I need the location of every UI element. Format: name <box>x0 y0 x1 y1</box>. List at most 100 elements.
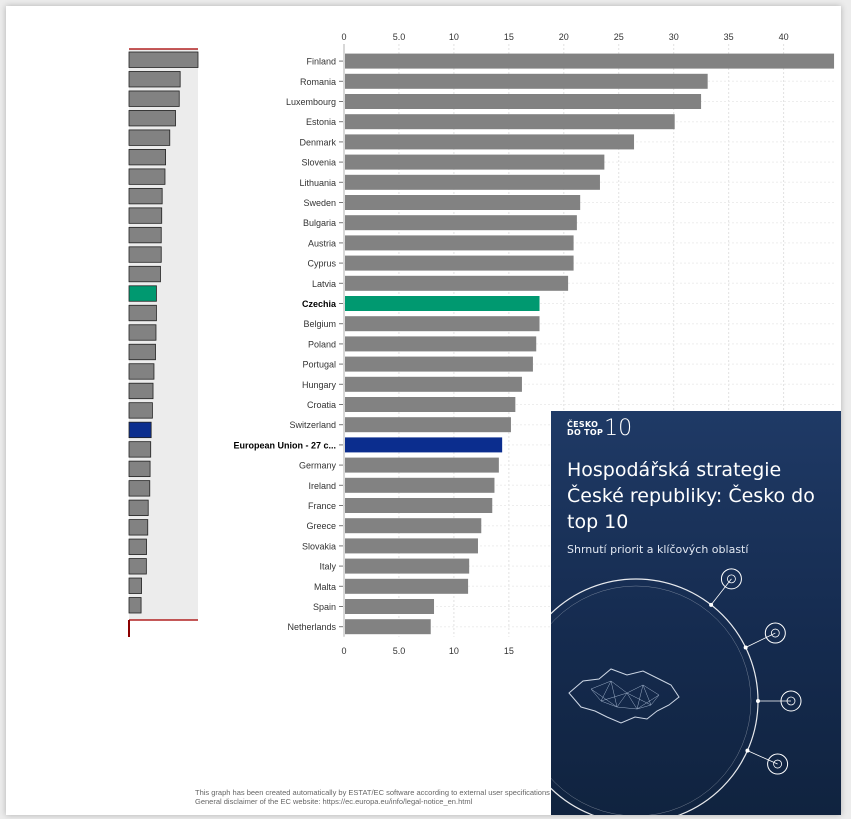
category-label: Ireland <box>308 481 336 491</box>
bar-belgium <box>345 316 540 332</box>
bar-greece <box>345 518 482 534</box>
overview-bar <box>128 265 161 283</box>
category-label: Romania <box>300 77 336 87</box>
bar-ireland <box>345 477 495 493</box>
strategy-cover-overlay[interactable]: ČESKO DO TOP 10 Hospodářská strategie Če… <box>551 411 841 815</box>
map-network-line <box>636 704 652 710</box>
bar-slovenia <box>345 154 605 170</box>
category-label: Malta <box>314 582 336 592</box>
overview-bar <box>128 129 171 146</box>
map-network-line <box>642 684 660 696</box>
overview-bar <box>128 577 142 594</box>
map-network-line <box>600 680 612 702</box>
bar-spain <box>345 599 435 614</box>
map-network-line <box>610 680 618 708</box>
bar-italy <box>345 558 470 574</box>
bar-hungary <box>345 376 522 392</box>
bar-netherlands <box>345 619 431 635</box>
bar-switzerland <box>345 417 511 433</box>
category-label: France <box>308 501 336 511</box>
category-label: Czechia <box>302 299 337 309</box>
x-tick-label-top: 35 <box>724 32 734 42</box>
connector-line <box>747 750 778 765</box>
category-label: Lithuania <box>299 178 336 188</box>
x-tick-label-bottom: 0 <box>341 646 346 656</box>
bar-germany <box>345 457 499 473</box>
bar-slovakia <box>345 538 478 554</box>
overview-bar <box>128 538 147 555</box>
cover-illustration <box>551 568 802 815</box>
overview-bar <box>128 324 157 341</box>
overview-bar <box>128 402 153 419</box>
bar-romania <box>345 73 708 89</box>
overview-bar <box>128 480 151 497</box>
x-tick-label-top: 15 <box>504 32 514 42</box>
overview-bar <box>128 558 147 575</box>
bar-czechia <box>345 296 540 311</box>
overview-bar <box>128 304 157 322</box>
connector-dot <box>745 748 750 753</box>
overview-bar <box>128 207 163 224</box>
map-network-line <box>590 688 618 708</box>
cover-subtitle: Shrnutí priorit a klíčových oblastí <box>567 543 749 556</box>
category-label: Cyprus <box>307 259 336 269</box>
x-tick-label-bottom: 5.0 <box>393 646 406 656</box>
cesko-do-top-10-logo: ČESKO DO TOP 10 <box>567 418 632 440</box>
category-label: Netherlands <box>287 622 336 632</box>
category-label: Spain <box>313 602 336 612</box>
category-label: Germany <box>299 461 337 471</box>
map-network-line <box>600 692 628 702</box>
bar-lithuania <box>345 174 600 190</box>
overview-bar <box>128 382 154 400</box>
x-tick-label-bottom: 10 <box>449 646 459 656</box>
footer-disclaimer: This graph has been created automaticall… <box>195 788 555 806</box>
x-tick-label-top: 20 <box>559 32 569 42</box>
overview-bar <box>128 51 199 68</box>
map-network-line <box>590 688 602 702</box>
bar-sweden <box>345 195 581 210</box>
map-network-line <box>650 694 660 706</box>
overview-bar <box>128 110 176 127</box>
bar-denmark <box>345 134 635 150</box>
map-network-line <box>590 680 612 690</box>
overview-bar <box>128 168 166 185</box>
category-label: Italy <box>319 562 336 572</box>
overview-bar <box>128 499 149 516</box>
map-network-line <box>626 692 638 710</box>
category-label: European Union - 27 c... <box>233 440 336 450</box>
overview-bar <box>128 90 180 107</box>
connector-dot <box>756 699 760 703</box>
bar-cyprus <box>345 255 574 271</box>
arc-line <box>551 578 759 815</box>
overview-bar <box>128 285 157 302</box>
handshake-icon <box>720 568 742 590</box>
connector-dot <box>709 602 714 607</box>
category-label: Estonia <box>306 117 336 127</box>
x-tick-label-top: 0 <box>341 32 346 42</box>
cover-title: Hospodářská strategie České republiky: Č… <box>567 459 815 533</box>
overview-bar <box>128 597 142 614</box>
category-label: Luxembourg <box>286 97 336 107</box>
category-label: Slovakia <box>302 541 336 551</box>
overview-bar <box>128 226 162 244</box>
map-network-line <box>636 694 660 710</box>
bar-poland <box>345 336 537 352</box>
arc-inner-line <box>551 585 752 815</box>
hand-coin-icon <box>780 690 802 712</box>
overview-bar <box>128 460 151 478</box>
bar-estonia <box>345 114 675 130</box>
overview-bar <box>128 421 152 439</box>
overview-bar <box>128 441 152 458</box>
czech-map <box>568 668 680 724</box>
hand-coin-icon-glyph <box>786 696 796 706</box>
category-label: Poland <box>308 339 336 349</box>
map-network-line <box>616 692 628 708</box>
bar-finland <box>345 53 835 69</box>
leaf-icon-glyph <box>773 759 782 769</box>
map-network-line <box>636 684 644 710</box>
bar-france <box>345 498 493 513</box>
category-label: Croatia <box>307 400 336 410</box>
bar-european-union-27-c- <box>345 437 503 453</box>
logo-line-1: ČESKO <box>567 420 599 429</box>
